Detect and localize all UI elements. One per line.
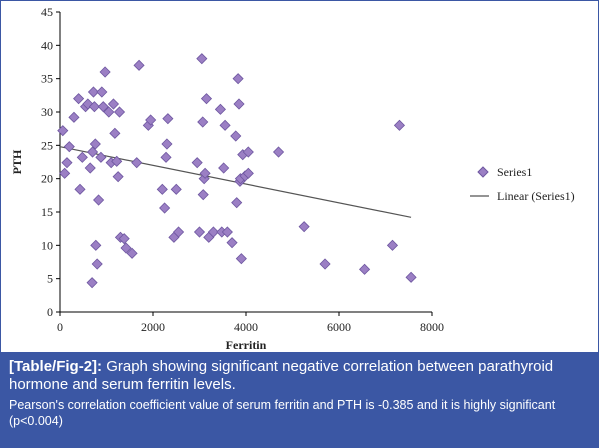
data-point — [88, 101, 100, 113]
data-point — [242, 146, 254, 158]
data-point — [272, 146, 285, 158]
data-point — [200, 93, 213, 105]
data-point — [97, 101, 109, 113]
y-tick-label: 45 — [41, 5, 53, 19]
data-point — [170, 183, 182, 195]
y-tick-label: 0 — [47, 305, 53, 319]
data-point — [126, 247, 138, 259]
data-point — [99, 66, 111, 78]
data-point — [405, 271, 417, 283]
data-point — [161, 138, 173, 150]
y-axis-ticks: 0 5 10 15 20 25 30 35 40 45 — [41, 5, 60, 319]
data-point — [74, 183, 86, 195]
y-tick-label: 10 — [41, 238, 53, 252]
data-point — [107, 98, 120, 110]
data-point — [89, 138, 101, 150]
data-point — [96, 86, 108, 98]
data-point — [118, 233, 130, 245]
y-tick-label: 40 — [41, 38, 53, 52]
y-tick-label: 15 — [41, 205, 53, 219]
data-point — [197, 189, 209, 201]
scatter-chart: 0 5 10 15 20 25 30 35 40 45 0 2000 4000 6000 8000 PTH… — [10, 5, 575, 352]
data-point — [112, 171, 124, 183]
data-point — [233, 98, 245, 110]
data-point — [113, 106, 126, 118]
data-point — [93, 194, 105, 206]
data-point — [214, 103, 226, 115]
data-point — [63, 141, 75, 153]
data-point — [87, 86, 100, 98]
data-point — [197, 116, 209, 128]
data-point — [298, 221, 310, 233]
y-tick-label: 5 — [47, 272, 53, 286]
caption-body: Pearson's correlation coefficient value … — [9, 398, 556, 428]
data-point — [120, 242, 132, 254]
y-tick-label: 30 — [41, 105, 53, 119]
x-tick-label: 6000 — [327, 320, 351, 334]
data-point — [386, 239, 399, 251]
legend-series-marker — [477, 166, 489, 178]
caption-tag: [Table/Fig-2]: — [9, 358, 103, 375]
data-point — [145, 114, 157, 126]
data-point — [242, 167, 254, 179]
data-point — [131, 157, 143, 169]
series-points — [57, 53, 417, 289]
data-point — [73, 93, 85, 105]
legend-trendline-label: Linear (Series1) — [497, 189, 575, 203]
caption-heading: [Table/Fig-2]: Graph showing significant… — [9, 358, 590, 394]
x-axis-ticks: 0 2000 4000 6000 8000 — [57, 312, 444, 334]
data-point — [193, 226, 206, 238]
y-tick-label: 25 — [41, 138, 53, 152]
data-point — [86, 146, 99, 158]
data-point — [207, 226, 220, 238]
data-point — [160, 151, 172, 163]
data-point — [319, 258, 331, 270]
data-point — [76, 151, 88, 163]
data-point — [133, 59, 145, 71]
data-point — [90, 239, 102, 251]
legend-series-label: Series1 — [497, 165, 532, 179]
data-point — [84, 162, 96, 174]
data-point — [191, 157, 203, 169]
figure-caption: [Table/Fig-2]: Graph showing significant… — [1, 352, 598, 447]
data-point — [173, 226, 185, 238]
data-point — [226, 237, 238, 249]
x-axis-title: Ferritin — [226, 338, 267, 352]
x-tick-label: 0 — [57, 320, 63, 334]
data-point — [235, 253, 247, 265]
data-point — [59, 167, 71, 179]
data-point — [359, 263, 371, 275]
legend: Series1 Linear (Series1) — [470, 165, 575, 203]
data-point — [162, 113, 174, 125]
data-point — [230, 130, 242, 142]
data-point — [221, 226, 233, 238]
data-point — [218, 162, 230, 174]
data-point — [68, 111, 80, 123]
data-point — [156, 183, 168, 195]
data-point — [199, 167, 211, 179]
data-point — [231, 197, 243, 209]
data-point — [86, 277, 98, 289]
x-tick-label: 2000 — [141, 320, 165, 334]
data-point — [196, 53, 208, 65]
data-point — [159, 202, 171, 214]
y-tick-label: 20 — [41, 172, 53, 186]
x-tick-label: 4000 — [234, 320, 258, 334]
caption-title: Graph showing significant negative corre… — [9, 358, 554, 393]
data-point — [61, 157, 73, 169]
data-point — [219, 119, 231, 131]
data-point — [232, 73, 244, 85]
data-point — [393, 119, 406, 131]
data-point — [91, 258, 103, 270]
y-tick-label: 35 — [41, 72, 53, 86]
data-point — [109, 127, 121, 139]
x-tick-label: 8000 — [420, 320, 444, 334]
y-axis-title: PTH — [10, 149, 24, 174]
data-point — [95, 151, 107, 163]
data-point — [57, 125, 69, 137]
data-point — [111, 155, 123, 167]
data-point — [103, 106, 115, 118]
